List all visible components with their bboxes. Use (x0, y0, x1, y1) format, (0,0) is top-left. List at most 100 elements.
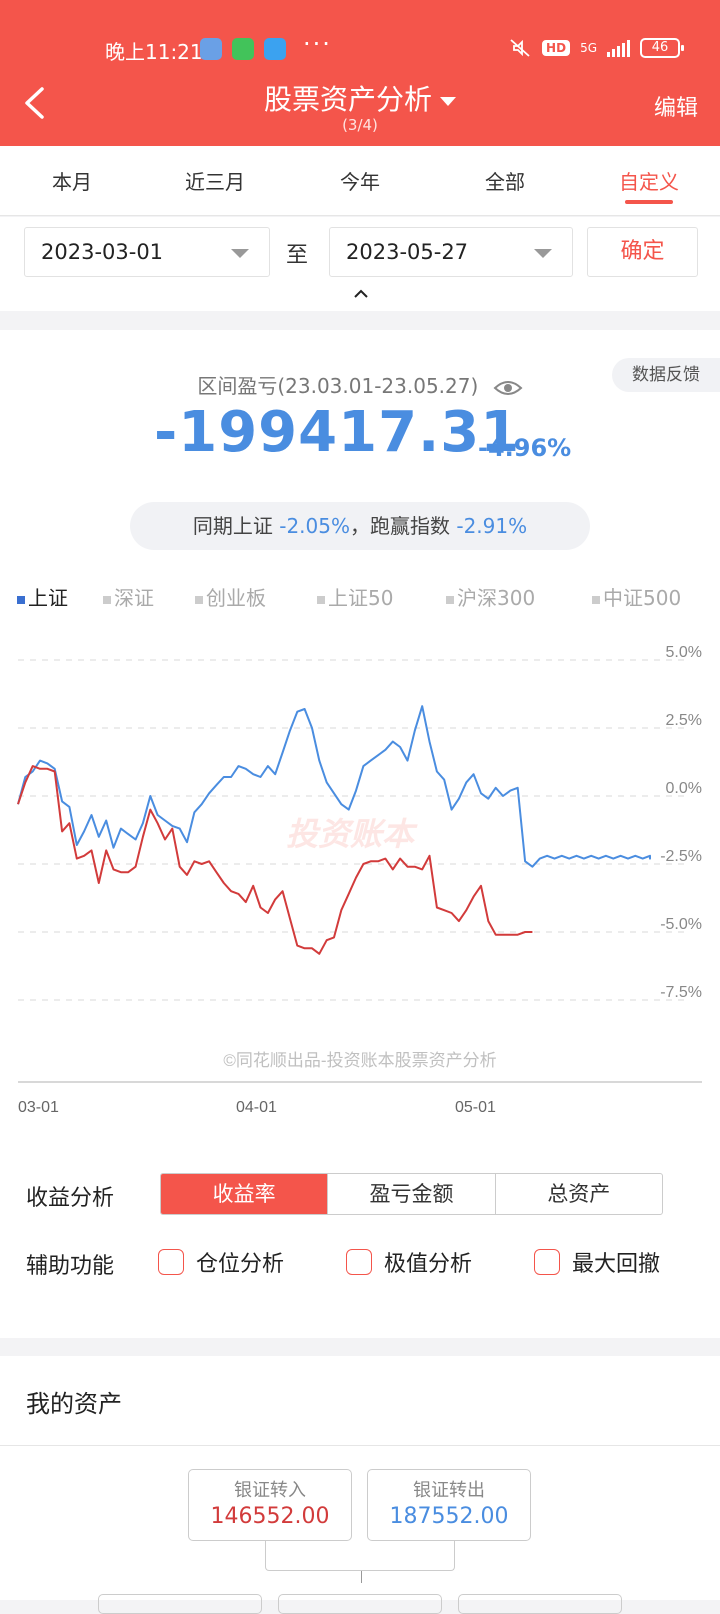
bank-transfer-in[interactable]: 银证转入 146552.00 (188, 1469, 352, 1541)
legend-label: 上证50 (328, 586, 394, 610)
legend-square-icon (317, 595, 325, 604)
chart-footer: ©同花顺出品-投资账本股票资产分析 (223, 1051, 496, 1070)
asset-box (458, 1594, 622, 1614)
status-system-icons: HD 5G 46 (508, 38, 684, 58)
tab-this-month[interactable]: 本月 (52, 170, 92, 194)
x-tick-label: 03-01 (18, 1099, 59, 1116)
checkbox-label: 最大回撤 (572, 1252, 661, 1277)
chevron-down-icon (534, 249, 552, 258)
legend-item-sse50[interactable]: 上证50 (317, 582, 393, 611)
y-tick-label: 5.0% (666, 644, 702, 661)
flow-stem (361, 1571, 362, 1583)
page-title[interactable]: 股票资产分析 (0, 78, 720, 118)
signal-icon (607, 39, 630, 57)
beat-index-value: -2.91% (456, 514, 528, 538)
status-notification-icons (200, 38, 286, 60)
more-notifications-icon: ··· (303, 30, 332, 58)
status-time: 晚上11:21 (105, 40, 203, 64)
legend-label: 沪深300 (457, 586, 536, 610)
tab-last-three-months[interactable]: 近三月 (185, 170, 245, 194)
range-profit-label: 区间盈亏(23.03.01-23.05.27) (0, 370, 720, 399)
mute-icon (510, 39, 530, 57)
legend-label: 创业板 (206, 586, 266, 610)
legend-item-shenzhen[interactable]: 深证 (103, 582, 154, 611)
hd-icon: HD (542, 40, 571, 56)
legend-square-icon (446, 595, 454, 604)
end-date-value: 2023-05-27 (346, 240, 469, 264)
y-tick-label: 2.5% (666, 712, 702, 729)
battery-icon: 46 (640, 38, 684, 58)
y-tick-label: -5.0% (660, 916, 702, 933)
legend-square-icon (103, 595, 111, 604)
checkbox-label: 仓位分析 (196, 1252, 285, 1277)
transfer-out-value: 187552.00 (389, 1504, 509, 1529)
legend-square-icon (17, 595, 25, 604)
index-series-line (17, 705, 651, 868)
chevron-down-icon (231, 249, 249, 258)
checkbox-icon (346, 1249, 372, 1275)
message-notification-icon (264, 38, 286, 60)
y-tick-label: -2.5% (660, 848, 702, 865)
network-label: 5G (580, 41, 597, 55)
data-feedback-button[interactable]: 数据反馈 (612, 358, 720, 392)
option-return-rate[interactable]: 收益率 (161, 1174, 329, 1214)
legend-item-csi500[interactable]: 中证500 (592, 582, 681, 611)
checkbox-icon (534, 1249, 560, 1275)
legend-item-shanghai[interactable]: 上证 (17, 582, 68, 611)
compare-mid: ，跑赢指数 (350, 514, 450, 538)
start-date-select[interactable]: 2023-03-01 (24, 227, 270, 277)
period-tabs: 本月 近三月 今年 全部 自定义 (0, 146, 720, 216)
checkbox-label: 极值分析 (384, 1252, 473, 1277)
range-profit-percent: -4.96% (478, 434, 572, 462)
tab-custom[interactable]: 自定义 (619, 170, 679, 194)
analysis-label: 收益分析 (26, 1186, 115, 1211)
transfer-in-value: 146552.00 (210, 1504, 330, 1529)
edit-button[interactable]: 编辑 (653, 96, 698, 121)
tab-this-year[interactable]: 今年 (340, 170, 380, 194)
range-profit-value: -199417.31 (154, 400, 521, 465)
x-tick-label: 04-01 (236, 1099, 277, 1116)
legend-square-icon (195, 595, 203, 604)
my-assets-section: 我的资产 银证转入 146552.00 银证转出 187552.00 (0, 1356, 720, 1614)
checkbox-max-drawdown[interactable]: 最大回撤 (534, 1246, 660, 1278)
app-header: 晚上11:21 ··· HD 5G 46 股票资产分析 (3/4) 编辑 (0, 0, 720, 146)
profit-analysis-card: 区间盈亏(23.03.01-23.05.27) 数据反馈 -199417.31 … (0, 330, 720, 1338)
assets-title: 我的资产 (26, 1390, 122, 1418)
legend-label: 上证 (28, 586, 68, 610)
transfer-out-label: 银证转出 (413, 1480, 485, 1501)
option-total-assets[interactable]: 总资产 (547, 1182, 611, 1206)
index-legend: 上证 深证 创业板 上证50 沪深300 中证500 (0, 582, 720, 612)
legend-item-csi300[interactable]: 沪深300 (446, 582, 535, 611)
account-series-line (17, 765, 533, 955)
option-profit-amount[interactable]: 盈亏金额 (328, 1174, 496, 1214)
end-date-select[interactable]: 2023-05-27 (329, 227, 573, 277)
date-range-separator: 至 (286, 243, 309, 268)
asset-box (98, 1594, 262, 1614)
range-profit-text: 区间盈亏(23.03.01-23.05.27) (197, 374, 479, 398)
flow-connector (265, 1541, 455, 1571)
checkbox-position-analysis[interactable]: 仓位分析 (158, 1246, 284, 1278)
eye-icon[interactable] (493, 378, 523, 398)
checkbox-extreme-analysis[interactable]: 极值分析 (346, 1246, 472, 1278)
start-date-value: 2023-03-01 (41, 240, 164, 264)
bank-transfer-out[interactable]: 银证转出 187552.00 (367, 1469, 531, 1541)
asset-box (278, 1594, 442, 1614)
aux-functions-label: 辅助功能 (26, 1254, 115, 1279)
tab-all[interactable]: 全部 (485, 170, 525, 194)
legend-square-icon (592, 595, 600, 604)
legend-label: 深证 (114, 586, 154, 610)
chevron-up-icon[interactable] (352, 287, 370, 299)
x-tick-label: 05-01 (455, 1099, 496, 1116)
checkbox-icon (158, 1249, 184, 1275)
wechat-notification-icon (232, 38, 254, 60)
profit-rate-chart[interactable]: 5.0% 2.5% 0.0% -2.5% -5.0% -7.5% 投资账本 ©同花顺出品-… (0, 630, 720, 1130)
app-notification-icon (200, 38, 222, 60)
page-indicator: (3/4) (342, 116, 378, 134)
back-icon[interactable] (22, 86, 46, 120)
y-tick-label: 0.0% (666, 780, 702, 797)
title-dropdown-icon (440, 96, 456, 106)
confirm-button[interactable]: 确定 (587, 227, 698, 277)
legend-item-chinext[interactable]: 创业板 (195, 582, 266, 611)
active-tab-indicator (625, 200, 673, 204)
divider (0, 1445, 720, 1446)
